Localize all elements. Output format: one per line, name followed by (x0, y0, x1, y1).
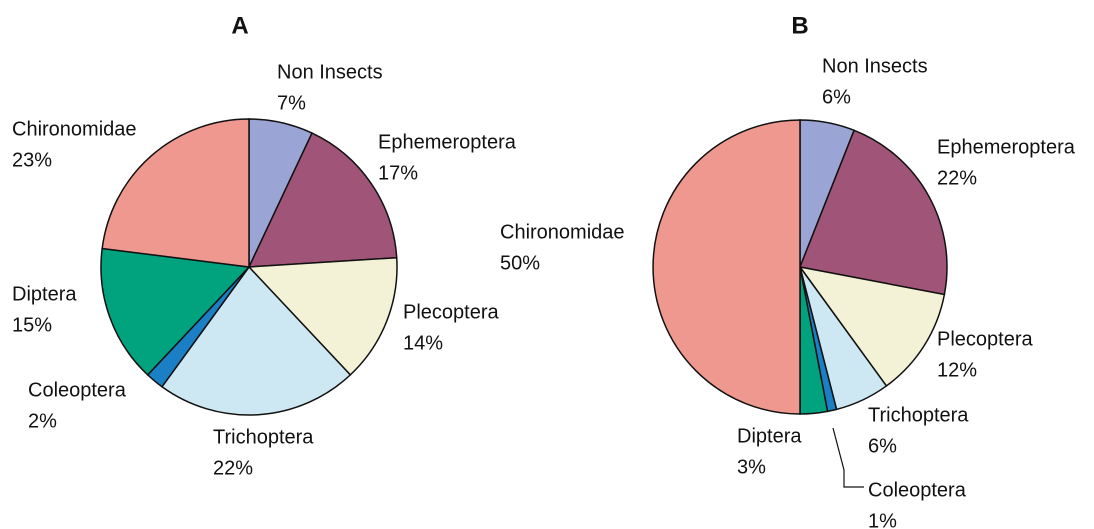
slice-value-label: 6% (822, 86, 851, 108)
slice-value-label: 14% (403, 332, 443, 354)
slice-label: Non Insects (277, 61, 383, 83)
slice-label: Ephemeroptera (937, 136, 1076, 158)
slice-label: Diptera (737, 425, 802, 447)
pie-slice (101, 118, 250, 268)
slice-value-label: 50% (500, 252, 540, 274)
slice-value-label: 23% (12, 149, 52, 171)
slice-value-label: 17% (378, 162, 418, 184)
slice-label: Coleoptera (28, 379, 127, 401)
slice-label: Chironomidae (500, 221, 625, 243)
slice-label: Plecoptera (403, 301, 499, 323)
slice-label: Diptera (12, 283, 77, 305)
pie-slice (798, 265, 946, 387)
slice-value-label: 15% (12, 314, 52, 336)
slice-label: Trichoptera (868, 404, 969, 426)
slice-label: Chironomidae (12, 118, 137, 140)
leader-line (832, 427, 864, 488)
slice-value-label: 22% (213, 457, 253, 479)
slice-value-label: 1% (868, 510, 897, 529)
pie-slice (247, 256, 398, 376)
chart-title: B (791, 12, 808, 39)
pie-slice (798, 129, 948, 296)
pie-slice (100, 247, 251, 376)
slice-value-label: 22% (937, 167, 977, 189)
chart-title: A (231, 12, 248, 39)
slice-label: Ephemeroptera (378, 131, 517, 153)
slice-label: Non Insects (822, 55, 928, 77)
slice-label: Trichoptera (213, 426, 314, 448)
slice-value-label: 12% (937, 359, 977, 381)
slice-value-label: 2% (28, 410, 57, 432)
pie-slice (652, 119, 801, 415)
slice-value-label: 7% (277, 92, 306, 114)
slice-label: Coleoptera (868, 479, 967, 501)
slice-value-label: 6% (868, 435, 897, 457)
slice-value-label: 3% (737, 456, 766, 478)
pie-slice (160, 265, 352, 416)
slice-label: Plecoptera (937, 328, 1033, 350)
pie-slice (247, 132, 398, 268)
